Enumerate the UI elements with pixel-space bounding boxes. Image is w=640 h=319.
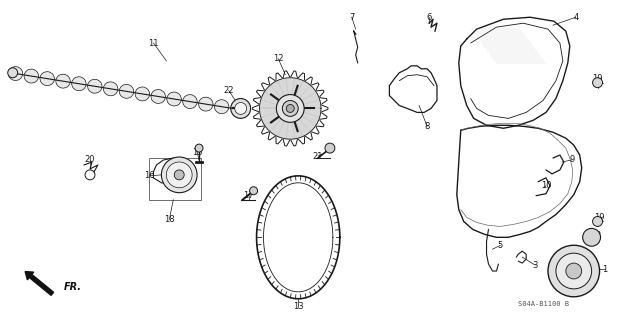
Text: FR.: FR. — [64, 282, 83, 292]
Text: 20: 20 — [84, 155, 95, 165]
Ellipse shape — [214, 100, 229, 114]
Circle shape — [593, 217, 602, 226]
Text: 12: 12 — [273, 54, 284, 63]
Circle shape — [276, 94, 304, 122]
Circle shape — [8, 68, 18, 78]
Text: 18: 18 — [164, 215, 175, 224]
Text: 13: 13 — [293, 302, 303, 311]
Text: 1: 1 — [602, 264, 607, 273]
FancyArrow shape — [25, 271, 54, 295]
Text: 22: 22 — [223, 86, 234, 95]
Text: 17: 17 — [243, 191, 254, 200]
Ellipse shape — [119, 85, 134, 98]
Circle shape — [282, 100, 298, 116]
Circle shape — [231, 99, 251, 118]
Text: 10: 10 — [541, 181, 551, 190]
Ellipse shape — [104, 82, 118, 96]
Ellipse shape — [72, 77, 86, 91]
Text: 2: 2 — [595, 231, 600, 240]
Circle shape — [250, 187, 257, 195]
Circle shape — [325, 143, 335, 153]
Ellipse shape — [88, 79, 102, 93]
Circle shape — [235, 102, 246, 115]
Polygon shape — [260, 78, 321, 139]
Circle shape — [161, 157, 197, 193]
Text: 4: 4 — [573, 13, 579, 22]
Text: 21: 21 — [313, 152, 323, 160]
Ellipse shape — [8, 67, 22, 80]
Ellipse shape — [198, 97, 213, 111]
Ellipse shape — [183, 95, 197, 108]
Circle shape — [556, 253, 591, 289]
Ellipse shape — [24, 69, 38, 83]
Text: 7: 7 — [349, 13, 355, 22]
Text: S04A-B1100 B: S04A-B1100 B — [518, 301, 568, 307]
Ellipse shape — [167, 92, 181, 106]
Circle shape — [566, 263, 582, 279]
Text: 16: 16 — [144, 171, 155, 180]
Circle shape — [195, 144, 203, 152]
Ellipse shape — [56, 74, 70, 88]
Circle shape — [286, 105, 294, 112]
Text: 5: 5 — [498, 241, 503, 250]
Circle shape — [166, 162, 192, 188]
Text: 6: 6 — [426, 13, 432, 22]
Ellipse shape — [135, 87, 150, 101]
Text: 8: 8 — [424, 122, 429, 131]
Circle shape — [548, 245, 600, 297]
Ellipse shape — [40, 72, 54, 85]
Text: 3: 3 — [532, 261, 538, 270]
Text: 15: 15 — [192, 148, 202, 157]
Bar — [150, 158, 201, 200]
Circle shape — [593, 78, 602, 88]
Ellipse shape — [151, 90, 166, 103]
Text: 9: 9 — [569, 155, 575, 165]
Text: 11: 11 — [148, 39, 159, 48]
Circle shape — [582, 228, 600, 246]
Text: 19: 19 — [595, 213, 605, 222]
Circle shape — [174, 170, 184, 180]
Text: 19: 19 — [592, 74, 603, 83]
